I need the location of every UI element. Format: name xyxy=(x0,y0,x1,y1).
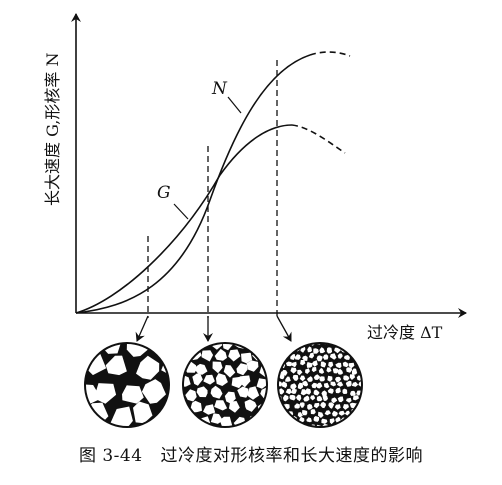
curve-n xyxy=(75,54,311,314)
curve-g-leader xyxy=(173,203,189,220)
y-axis-label: 长大速度 G,形核率 N xyxy=(43,53,62,206)
curve-n-leader xyxy=(227,96,242,114)
caption-text: 过冷度对形核率和长大速度的影响 xyxy=(160,446,424,466)
x-axis-label: 过冷度 ΔT xyxy=(367,323,443,342)
arrow-high xyxy=(276,315,292,342)
grain-structure-medium xyxy=(182,342,268,428)
curve-n-dashed xyxy=(309,51,351,57)
arrow-low xyxy=(135,315,149,342)
figure-caption: 图 3-44 过冷度对形核率和长大速度的影响 xyxy=(0,441,502,466)
grain-structure-fine xyxy=(277,342,363,428)
curve-g-label: G xyxy=(157,183,171,203)
caption-number: 图 3-44 xyxy=(78,446,143,466)
curve-n-label: N xyxy=(211,79,228,99)
curve-g-dashed xyxy=(291,124,346,154)
curve-g xyxy=(75,124,293,314)
